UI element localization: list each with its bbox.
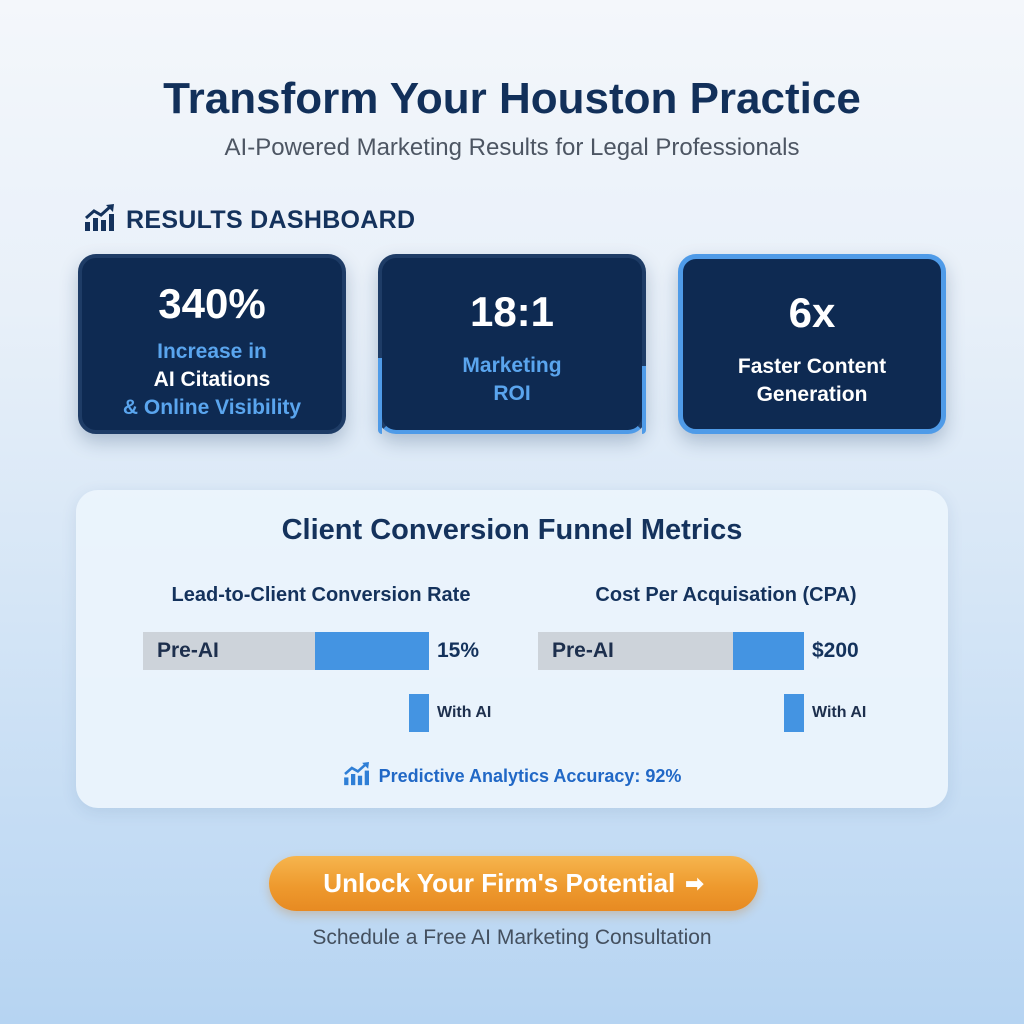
panel-title: Client Conversion Funnel Metrics: [281, 514, 743, 546]
metric-title: Lead-to-Client Conversion Rate: [171, 584, 471, 606]
chart-trend-up-icon: [343, 762, 371, 791]
bar-label: Pre-AI: [552, 639, 614, 662]
with-ai-row: With AI: [409, 694, 491, 732]
cta-label: Unlock Your Firm's Potential: [323, 868, 676, 898]
stat-label-line: & Online Visibility: [122, 396, 302, 419]
bar-fill: [733, 632, 804, 670]
metric-conversion-rate: Lead-to-Client Conversion Rate Pre-AI 15…: [136, 584, 536, 744]
pre-ai-bar: Pre-AI: [538, 632, 804, 670]
stat-label-line: Generation: [756, 383, 868, 406]
arrow-right-icon: ➡: [685, 870, 704, 896]
stat-label-line: Increase in: [157, 340, 267, 363]
stat-value: 340%: [158, 280, 266, 327]
with-ai-label: With AI: [437, 704, 492, 721]
predictive-accuracy: Predictive Analytics Accuracy: 92%: [76, 762, 948, 791]
metric-cpa: Cost Per Acquisation (CPA) Pre-AI $200 W…: [536, 584, 936, 744]
stat-value: 18:1: [469, 288, 555, 335]
stat-label-line: ROI: [493, 382, 531, 405]
stat-card-citations: 340% Increase in AI Citations & Online V…: [78, 254, 346, 434]
with-ai-label: With AI: [812, 704, 867, 721]
page-subtitle: AI-Powered Marketing Results for Legal P…: [224, 134, 800, 161]
funnel-metrics-panel: Client Conversion Funnel Metrics Lead-to…: [76, 490, 948, 808]
stat-label-line: AI Citations: [153, 368, 271, 391]
unlock-potential-button[interactable]: Unlock Your Firm's Potential ➡: [269, 856, 758, 911]
pre-ai-bar: Pre-AI: [143, 632, 429, 670]
with-ai-bar: [784, 694, 804, 732]
page-title: Transform Your Houston Practice: [163, 74, 861, 123]
with-ai-bar: [409, 694, 429, 732]
stat-value: 6x: [788, 289, 836, 336]
bar-label: Pre-AI: [157, 639, 219, 662]
results-dashboard-heading: RESULTS DASHBOARD: [84, 204, 415, 237]
results-cards: 340% Increase in AI Citations & Online V…: [78, 254, 946, 434]
accuracy-text: Predictive Analytics Accuracy: 92%: [378, 766, 682, 786]
bar-value: 15%: [437, 639, 480, 662]
stat-label-line: Marketing: [462, 354, 562, 377]
metric-title: Cost Per Acquisation (CPA): [595, 584, 857, 606]
section-heading-label: RESULTS DASHBOARD: [126, 206, 416, 234]
with-ai-row: With AI: [784, 694, 866, 732]
pre-ai-bar-row: Pre-AI 15%: [143, 632, 479, 670]
stat-card-content-speed: 6x Faster Content Generation: [678, 254, 946, 434]
cta-subtext: Schedule a Free AI Marketing Consultatio…: [312, 926, 712, 949]
stat-label-line: Faster Content: [737, 355, 887, 378]
stat-card-roi: 18:1 Marketing ROI: [378, 254, 646, 434]
chart-trend-up-icon: [84, 204, 116, 237]
bar-value: $200: [812, 639, 859, 662]
pre-ai-bar-row: Pre-AI $200: [538, 632, 859, 670]
bar-fill: [315, 632, 429, 670]
